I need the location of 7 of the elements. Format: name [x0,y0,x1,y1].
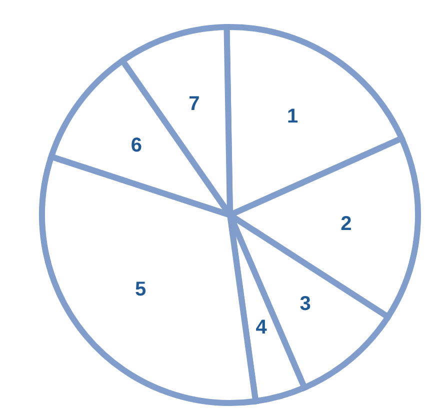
slice-label: 3 [300,292,311,315]
slice-label: 1 [287,106,298,128]
slice-label: 7 [188,93,200,116]
slice-label: 2 [340,212,352,235]
slice-label: 4 [256,316,268,338]
slice-label: 5 [134,278,146,301]
slice-label: 6 [130,134,142,156]
